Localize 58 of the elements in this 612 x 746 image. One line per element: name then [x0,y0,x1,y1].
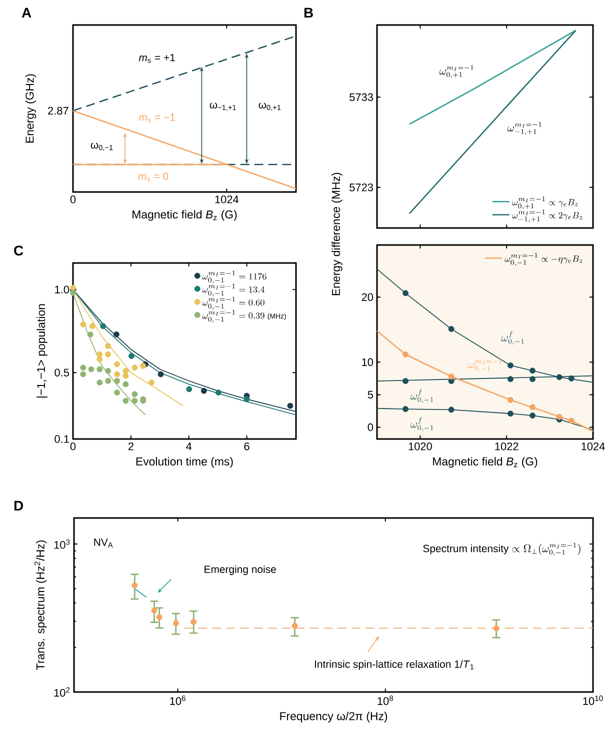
x-tick-label: 1020 [408,442,432,450]
y-tick-label: 0.5 [54,368,70,376]
legend-label: $\omega_{0,-1}^{m_I=-1} = 1176$ [202,270,266,284]
y-tick-label: 10 [362,358,374,366]
y-tick-label: 5723 [350,184,373,192]
x-tick-label: 1024 [215,196,239,204]
annotation: $\omega_{-1,+1}^{m_I=-1}$ [508,122,542,135]
annotation: $\omega_{0,-1}^{f}$ [501,331,524,345]
chart-title: C [14,246,24,256]
x-tick-label: 1022 [495,442,518,450]
y-tick-label: 0.1 [54,435,69,443]
chart-title: B [304,8,313,18]
x-tick-label: 10$^{6}$ [170,696,186,705]
annotation: m$_{s}$ = +1 [138,54,175,63]
x-axis-title: Frequency ω/2π (Hz) [280,712,388,722]
x-tick-label: 0 [70,442,76,450]
chart-title: D [14,500,24,510]
y-tick-label: 1.0 [55,286,70,294]
annotation: m$_{s}$ = 0 [138,172,168,182]
x-tick-label: 4 [186,442,192,450]
y-axis-title: Energy (GHz) [25,74,36,143]
annotation: $\omega_{0,+1}^{m_I=-1}$ [440,65,474,78]
annotation: 2.87 [48,106,68,115]
y-tick-label: 5 [368,390,374,399]
annotation: $\omega_{0,-1}^{f}$ [410,418,434,432]
annotation: Intrinsic spin-lattice relaxation 1/T$_{1}$ [314,660,474,670]
y-tick-label: 5733 [350,93,373,102]
annotation: $\mbox{Spectrum intensity} \propto \Omega_{\perp}(\omega_{0,-1}^{m_I=-1})$ [423,542,580,556]
legend-label: $\omega_{0,-1}^{m_I=-1} = 0.60$ [202,296,264,310]
annotation: ω$_{−1,+1}$ [210,102,236,111]
x-tick-label: 10$^{10}$ [583,696,603,705]
x-tick-label: 10$^{8}$ [378,696,394,705]
annotation: NV$_{A}$ [94,538,113,548]
annotation: Emerging noise [204,565,276,576]
x-axis-title: Magnetic field B$_{z}$ (G) [433,457,538,468]
annotation: m$_{s}$ = −1 [138,114,175,122]
annotation: $\omega_{0,-1}^{f}$ [410,389,434,404]
x-tick-label: 6 [244,442,250,450]
y-tick-label: 0 [368,423,374,432]
legend-label: $\omega_{-1,+1}^{m_I=-1} \propto 2\gamma_e B_z$ [512,210,583,223]
annotation: $\omega_{0,-1}^{m_I=-1}$ [468,358,502,372]
y-axis-title: Trans. spectrum (Hz$^{2}$/Hz) [34,540,47,670]
x-tick-label: 2 [128,442,134,450]
legend-label: $\omega_{0,-1}^{m_I=-1} = 13.4$ [202,284,264,297]
legend-label: $\omega_{0,+1}^{m_I=-1} \propto \gamma_e B_z$ [512,196,578,210]
legend-label: $\omega_{0,-1}^{m_I=-1} \propto -\eta\gamma_e B_z$ [504,252,583,266]
y-tick-label: 20 [362,293,374,301]
x-axis-title: Magnetic field B$_{z}$ (G) [132,210,237,221]
x-tick-label: 1024 [582,442,605,450]
y-axis-title: |−1,−1> population [36,304,48,398]
legend-label: $\omega_{0,-1}^{m_I=-1} = 0.39\ \mbox{\scriptsize (MHz)}$ [202,310,286,323]
y-tick-label: 10$^{3}$ [54,539,70,549]
y-tick-label: 10$^{2}$ [54,687,70,697]
annotation: ω$_{0,+1}$ [258,102,281,111]
annotation: ω$_{0,−1}$ [90,142,113,152]
y-axis-title: Energy difference (MHz) [332,172,342,296]
chart-title: A [22,8,32,18]
x-axis-title: Evolution time (ms) [136,457,233,468]
